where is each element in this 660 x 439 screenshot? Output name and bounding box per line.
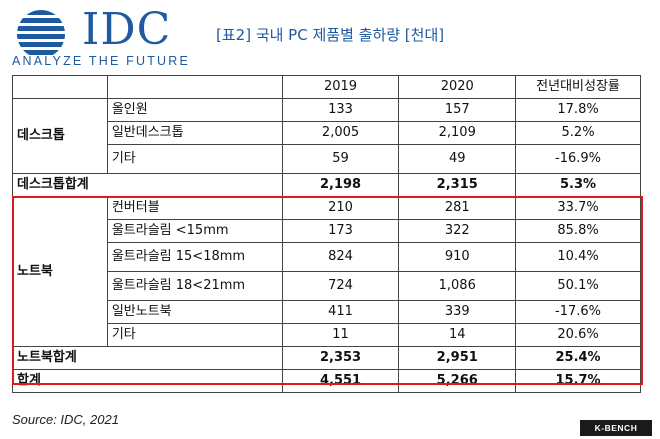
cell-2020: 2,315 [398,173,517,197]
cell-2019: 210 [281,196,400,220]
row-label: 합계 [12,369,283,393]
header-cell: 2020 [398,75,517,99]
cell-2019: 724 [281,271,400,301]
header-cell [12,75,108,99]
idc-logo: IDC [12,4,202,68]
shipment-table: 2019 2020 전년대비성장률 데스크톱 올인원 133 157 17.8%… [12,75,641,393]
table-row: 기타 59 49 -16.9% [13,144,641,174]
cell-2020: 49 [398,144,517,174]
cell-2020: 157 [398,98,517,122]
table-title: [표2] 국내 PC 제품별 출하량 [천대] [216,26,445,44]
table-row: 울트라슬림 <15mm 173 322 85.8% [13,219,641,243]
row-label: 기타 [106,144,283,174]
cell-growth: 20.6% [515,323,641,347]
grand-total-row: 합계 4,551 5,266 15.7% [12,369,641,393]
header-row: 2019 2020 전년대비성장률 [12,75,641,99]
cell-growth: 85.8% [515,219,641,243]
cell-2020: 2,109 [398,121,517,145]
cell-2019: 133 [281,98,400,122]
group-label-notebook: 노트북 [12,196,108,347]
cell-2019: 2,353 [281,346,400,370]
cell-growth: -17.6% [515,300,641,324]
cell-2019: 824 [281,242,400,272]
header-cell: 전년대비성장률 [515,75,641,99]
cell-growth: -16.9% [515,144,641,174]
cell-growth: 33.7% [515,196,641,220]
group-label-desktop: 데스크톱 [12,98,108,174]
cell-2019: 2,198 [281,173,400,197]
header-cell [106,75,283,99]
row-label: 컨버터블 [106,196,283,220]
cell-2020: 5,266 [398,369,517,393]
row-label: 울트라슬림 18<21mm [106,271,283,301]
row-label: 일반데스크톱 [106,121,283,145]
table-row: 울트라슬림 15<18mm 824 910 10.4% [13,242,641,272]
table-row: 노트북 컨버터블 210 281 33.7% [12,196,641,347]
row-label: 울트라슬림 <15mm [106,219,283,243]
cell-growth: 25.4% [515,346,641,370]
row-label: 노트북합계 [12,346,283,370]
globe-icon [17,10,65,55]
cell-growth: 10.4% [515,242,641,272]
cell-2020: 1,086 [398,271,517,301]
row-label: 기타 [106,323,283,347]
cell-2019: 11 [281,323,400,347]
row-label: 일반노트북 [106,300,283,324]
cell-growth: 5.2% [515,121,641,145]
table-row: 일반데스크톱 2,005 2,109 5.2% [13,121,641,145]
notebook-total-row: 노트북합계 2,353 2,951 25.4% [12,346,641,370]
cell-2019: 173 [281,219,400,243]
row-label: 데스크톱합계 [12,173,283,197]
cell-2020: 281 [398,196,517,220]
source-note: Source: IDC, 2021 [12,412,119,427]
cell-2019: 59 [281,144,400,174]
table-row: 일반노트북 411 339 -17.6% [13,300,641,324]
cell-2019: 2,005 [281,121,400,145]
cell-2020: 322 [398,219,517,243]
desktop-total-row: 데스크톱합계 2,198 2,315 5.3% [12,173,641,197]
cell-2020: 339 [398,300,517,324]
kbench-watermark: K-BENCH [580,420,652,436]
cell-2020: 2,951 [398,346,517,370]
cell-2020: 14 [398,323,517,347]
row-label: 울트라슬림 15<18mm [106,242,283,272]
cell-growth: 5.3% [515,173,641,197]
header-cell: 2019 [281,75,400,99]
logo-text: IDC [82,4,172,55]
cell-2020: 910 [398,242,517,272]
cell-growth: 15.7% [515,369,641,393]
cell-growth: 17.8% [515,98,641,122]
cell-2019: 4,551 [281,369,400,393]
table-row: 울트라슬림 18<21mm 724 1,086 50.1% [13,271,641,301]
table-row: 데스크톱 올인원 133 157 17.8% [12,98,641,174]
table-row: 기타 11 14 20.6% [13,323,641,347]
cell-growth: 50.1% [515,271,641,301]
logo-tagline: ANALYZE THE FUTURE [12,54,191,68]
cell-2019: 411 [281,300,400,324]
row-label: 올인원 [106,98,283,122]
